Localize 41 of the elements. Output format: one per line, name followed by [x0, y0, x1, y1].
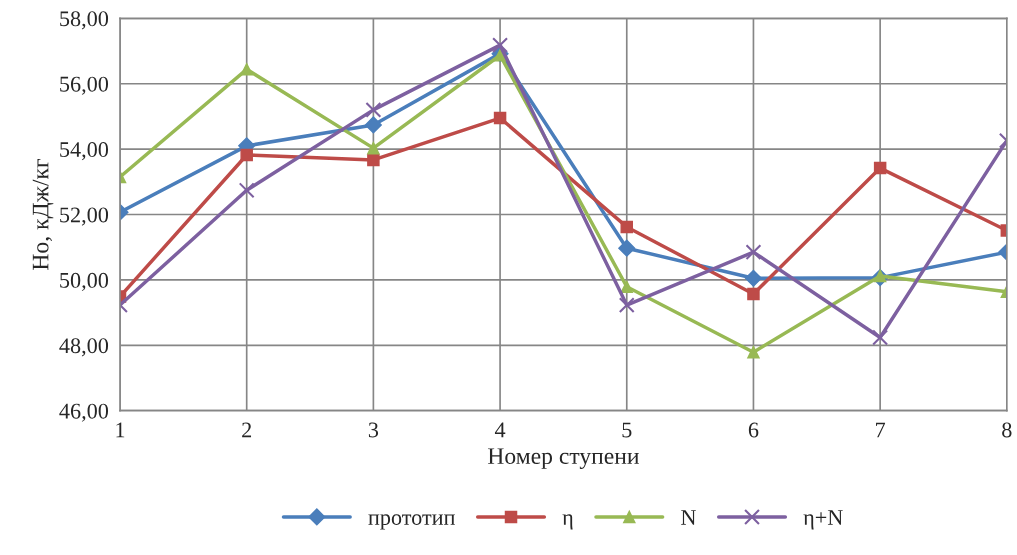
point	[365, 101, 382, 118]
point	[493, 111, 507, 125]
x-tick-label: 1	[116, 422, 125, 438]
point	[367, 141, 380, 155]
y-tick-label: 56,00	[60, 76, 109, 95]
x-tick-label: 6	[748, 422, 759, 438]
point	[493, 49, 507, 62]
x-tick-label: 7	[876, 422, 886, 438]
x-tick-label: 5	[622, 422, 632, 438]
point	[618, 239, 636, 257]
point	[367, 153, 380, 167]
point	[620, 220, 634, 234]
y-tick-label: 52,00	[60, 207, 109, 226]
point	[618, 297, 635, 314]
legend-label: η	[562, 514, 573, 530]
point	[873, 269, 887, 283]
x-tick-label: 4	[494, 422, 506, 438]
y-tick-label: 48,00	[59, 338, 109, 357]
point	[238, 182, 255, 199]
point	[872, 329, 889, 346]
x-tick-label: 2	[242, 422, 252, 438]
y-tick-label: 50,00	[60, 272, 109, 292]
point	[745, 244, 762, 261]
x-axis-title: Номер ступени	[487, 448, 639, 469]
point	[620, 280, 634, 294]
y-tick-label: 46,00	[59, 403, 109, 422]
y-axis-title: Но, кДж/кг	[32, 158, 54, 270]
legend-label: прототип	[368, 514, 455, 530]
legend-label: N	[681, 510, 696, 525]
y-tick-label: 58,00	[60, 11, 109, 30]
point	[873, 161, 887, 175]
y-tick-label: 54,00	[60, 142, 109, 161]
x-tick-label: 8	[1002, 422, 1012, 438]
point	[744, 269, 763, 287]
x-tick-label: 3	[368, 422, 379, 438]
point	[364, 116, 382, 134]
legend-label: η+N	[803, 510, 843, 530]
point	[747, 345, 760, 359]
point	[240, 148, 253, 162]
point	[747, 287, 760, 301]
point	[492, 37, 509, 54]
